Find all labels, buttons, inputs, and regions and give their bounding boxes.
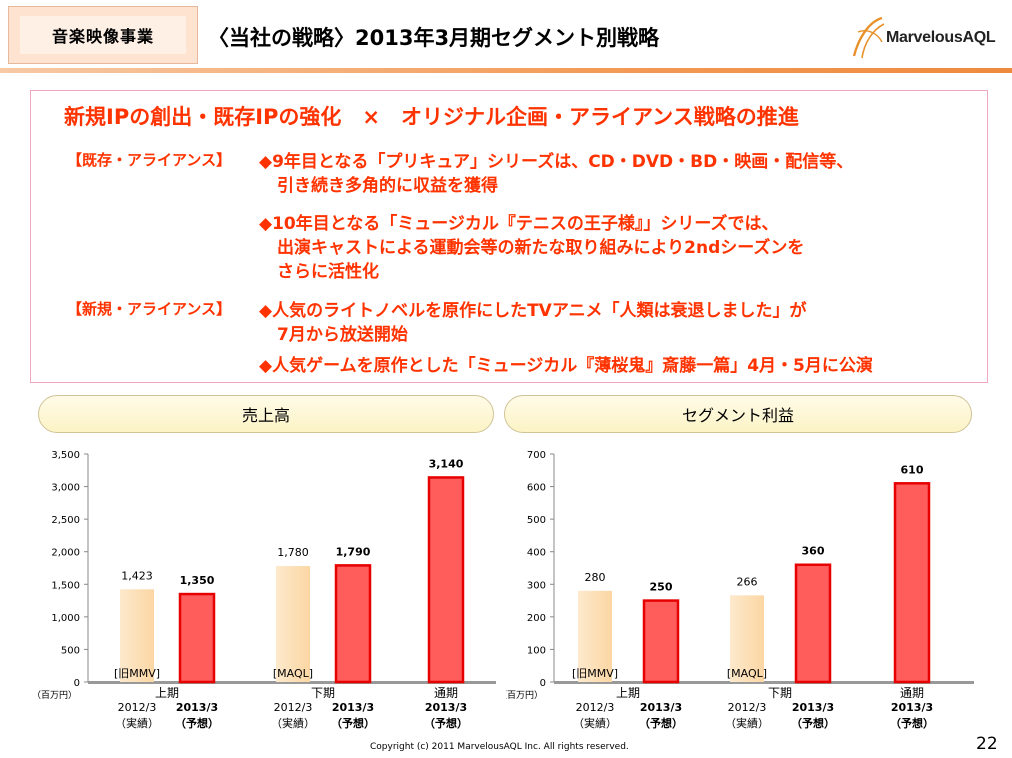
data-label: 360	[802, 545, 825, 558]
period-label: 上期	[616, 686, 640, 700]
profit-panel-title-text: セグメント利益	[681, 406, 794, 425]
bar-note: [旧MMV]	[114, 667, 160, 680]
section-tag-label: 音楽映像事業	[20, 16, 186, 54]
tag-existing-alliance: 【既存・アライアンス】	[67, 151, 232, 169]
category-type: （予想）	[331, 716, 375, 730]
bar-note: [旧MMV]	[572, 667, 618, 680]
y-tick-label: 500	[527, 515, 546, 526]
data-label: 610	[901, 463, 924, 476]
sales-panel-title: 売上高	[38, 395, 494, 433]
data-label: 1,350	[180, 574, 215, 587]
data-label: 250	[650, 581, 673, 594]
data-label: 1,790	[336, 545, 371, 558]
category-type: （予想）	[639, 716, 683, 730]
bar-note: [MAQL]	[273, 667, 313, 680]
y-tick-label: 200	[527, 613, 546, 624]
y-tick-label: 0	[74, 678, 80, 689]
bullet-anime-line1: ◆人気のライトノベルを原作にしたTVアニメ「人類は衰退しました」が	[259, 301, 807, 321]
bullet-tennis-line1: ◆10年目となる「ミュージカル『テニスの王子様』」シリーズでは、	[259, 214, 779, 234]
unit-label: （百万円）	[506, 690, 543, 701]
y-tick-label: 300	[527, 580, 546, 591]
bar-forecast	[334, 564, 372, 684]
page-number: 22	[976, 734, 998, 754]
bar-actual	[276, 566, 310, 682]
y-tick-label: 1,000	[51, 613, 80, 624]
copyright-text: Copyright (c) 2011 MarvelousAQL Inc. All…	[370, 742, 629, 752]
y-tick-label: 0	[540, 678, 546, 689]
y-tick-label: 400	[527, 548, 546, 559]
bar-forecast	[178, 592, 216, 684]
sales-panel-title-text: 売上高	[241, 406, 290, 425]
section-tag: 音楽映像事業	[8, 6, 198, 64]
strategy-box: 新規IPの創出・既存IPの強化 × オリジナル企画・アライアンス戦略の推進 【既…	[30, 90, 988, 383]
page-title: 〈当社の戦略〉2013年3月期セグメント別戦略	[208, 26, 660, 50]
category-year: 2012/3	[118, 701, 157, 714]
y-tick-label: 500	[61, 645, 80, 656]
category-type: （実績）	[725, 716, 769, 730]
category-year: 2012/3	[274, 701, 313, 714]
bar-actual	[120, 589, 154, 682]
logo-mark-icon	[852, 16, 885, 59]
category-year: 2013/3	[176, 701, 218, 714]
slide-header: 音楽映像事業 〈当社の戦略〉2013年3月期セグメント別戦略 Marvelous…	[0, 0, 1012, 75]
data-label: 266	[737, 575, 758, 588]
tag-new-alliance: 【新規・アライアンス】	[67, 300, 232, 318]
category-type: （予想）	[791, 716, 835, 730]
strategy-headline: 新規IPの創出・既存IPの強化 × オリジナル企画・アライアンス戦略の推進	[64, 105, 799, 129]
category-year: 2013/3	[425, 701, 467, 714]
category-year: 2013/3	[640, 701, 682, 714]
header-divider	[0, 68, 1012, 73]
category-type: （実績）	[271, 716, 315, 730]
category-type: （予想）	[890, 716, 934, 730]
y-tick-label: 2,500	[51, 515, 80, 526]
period-label: 通期	[900, 686, 924, 700]
sales-chart: 0 500 1,000 1,500 2,000 2,500 3,000 3,500 （百万円） 1…	[32, 450, 496, 730]
category-year: 2013/3	[792, 701, 834, 714]
x-baseline	[554, 681, 974, 684]
bullet-tennis-line3: さらに活性化	[277, 262, 379, 282]
bar-actual	[730, 595, 764, 682]
y-tick-label: 600	[527, 483, 546, 494]
category-type: （実績）	[573, 716, 617, 730]
data-label: 1,423	[121, 569, 153, 582]
category-year: 2012/3	[576, 701, 615, 714]
y-tick-label: 1,500	[51, 580, 80, 591]
bullet-tennis-line2: 出演キャストによる運動会等の新たな取り組みにより2ndシーズンを	[277, 238, 805, 258]
category-type: （予想）	[175, 716, 219, 730]
category-type: （実績）	[115, 716, 159, 730]
period-label: 通期	[434, 686, 458, 700]
bar-forecast	[893, 482, 931, 684]
bullet-precure-line1: ◆9年目となる「プリキュア」シリーズは、CD・DVD・BD・映画・配信等、	[259, 152, 854, 172]
category-year: 2012/3	[728, 701, 767, 714]
y-tick-label: 2,000	[51, 548, 80, 559]
logo-text: MarvelousAQL	[886, 29, 996, 46]
category-year: 2013/3	[332, 701, 374, 714]
bullet-anime-line2: 7月から放送開始	[277, 325, 408, 345]
bar-forecast	[642, 599, 680, 684]
data-label: 3,140	[429, 457, 464, 470]
bar-forecast	[427, 476, 465, 684]
bar-forecast	[794, 563, 832, 684]
bullet-precure-line2: 引き続き多角的に収益を獲得	[277, 176, 498, 196]
bar-note: [MAQL]	[727, 667, 767, 680]
data-label: 1,780	[277, 546, 309, 559]
unit-label: （百万円）	[32, 690, 77, 701]
period-label: 下期	[311, 686, 335, 700]
company-logo: MarvelousAQL	[848, 12, 1008, 64]
period-label: 上期	[155, 686, 179, 700]
y-tick-label: 3,000	[51, 483, 80, 494]
category-type: （予想）	[424, 716, 468, 730]
y-tick-label: 100	[527, 645, 546, 656]
period-label: 下期	[768, 686, 792, 700]
data-label: 280	[585, 571, 606, 584]
bullet-hakuoki: ◆人気ゲームを原作とした「ミュージカル『薄桜鬼』斎藤一篇」4月・5月に公演	[259, 356, 873, 376]
bar-actual	[578, 590, 612, 682]
y-tick-label: 700	[527, 450, 546, 461]
y-tick-label: 3,500	[51, 450, 80, 461]
x-baseline	[88, 681, 496, 684]
category-year: 2013/3	[891, 701, 933, 714]
profit-panel-title: セグメント利益	[504, 395, 972, 433]
segment-profit-chart: 0 100 200 300 400 500 600 700 （百万円） 280 [旧MMV] 2012…	[506, 450, 974, 730]
